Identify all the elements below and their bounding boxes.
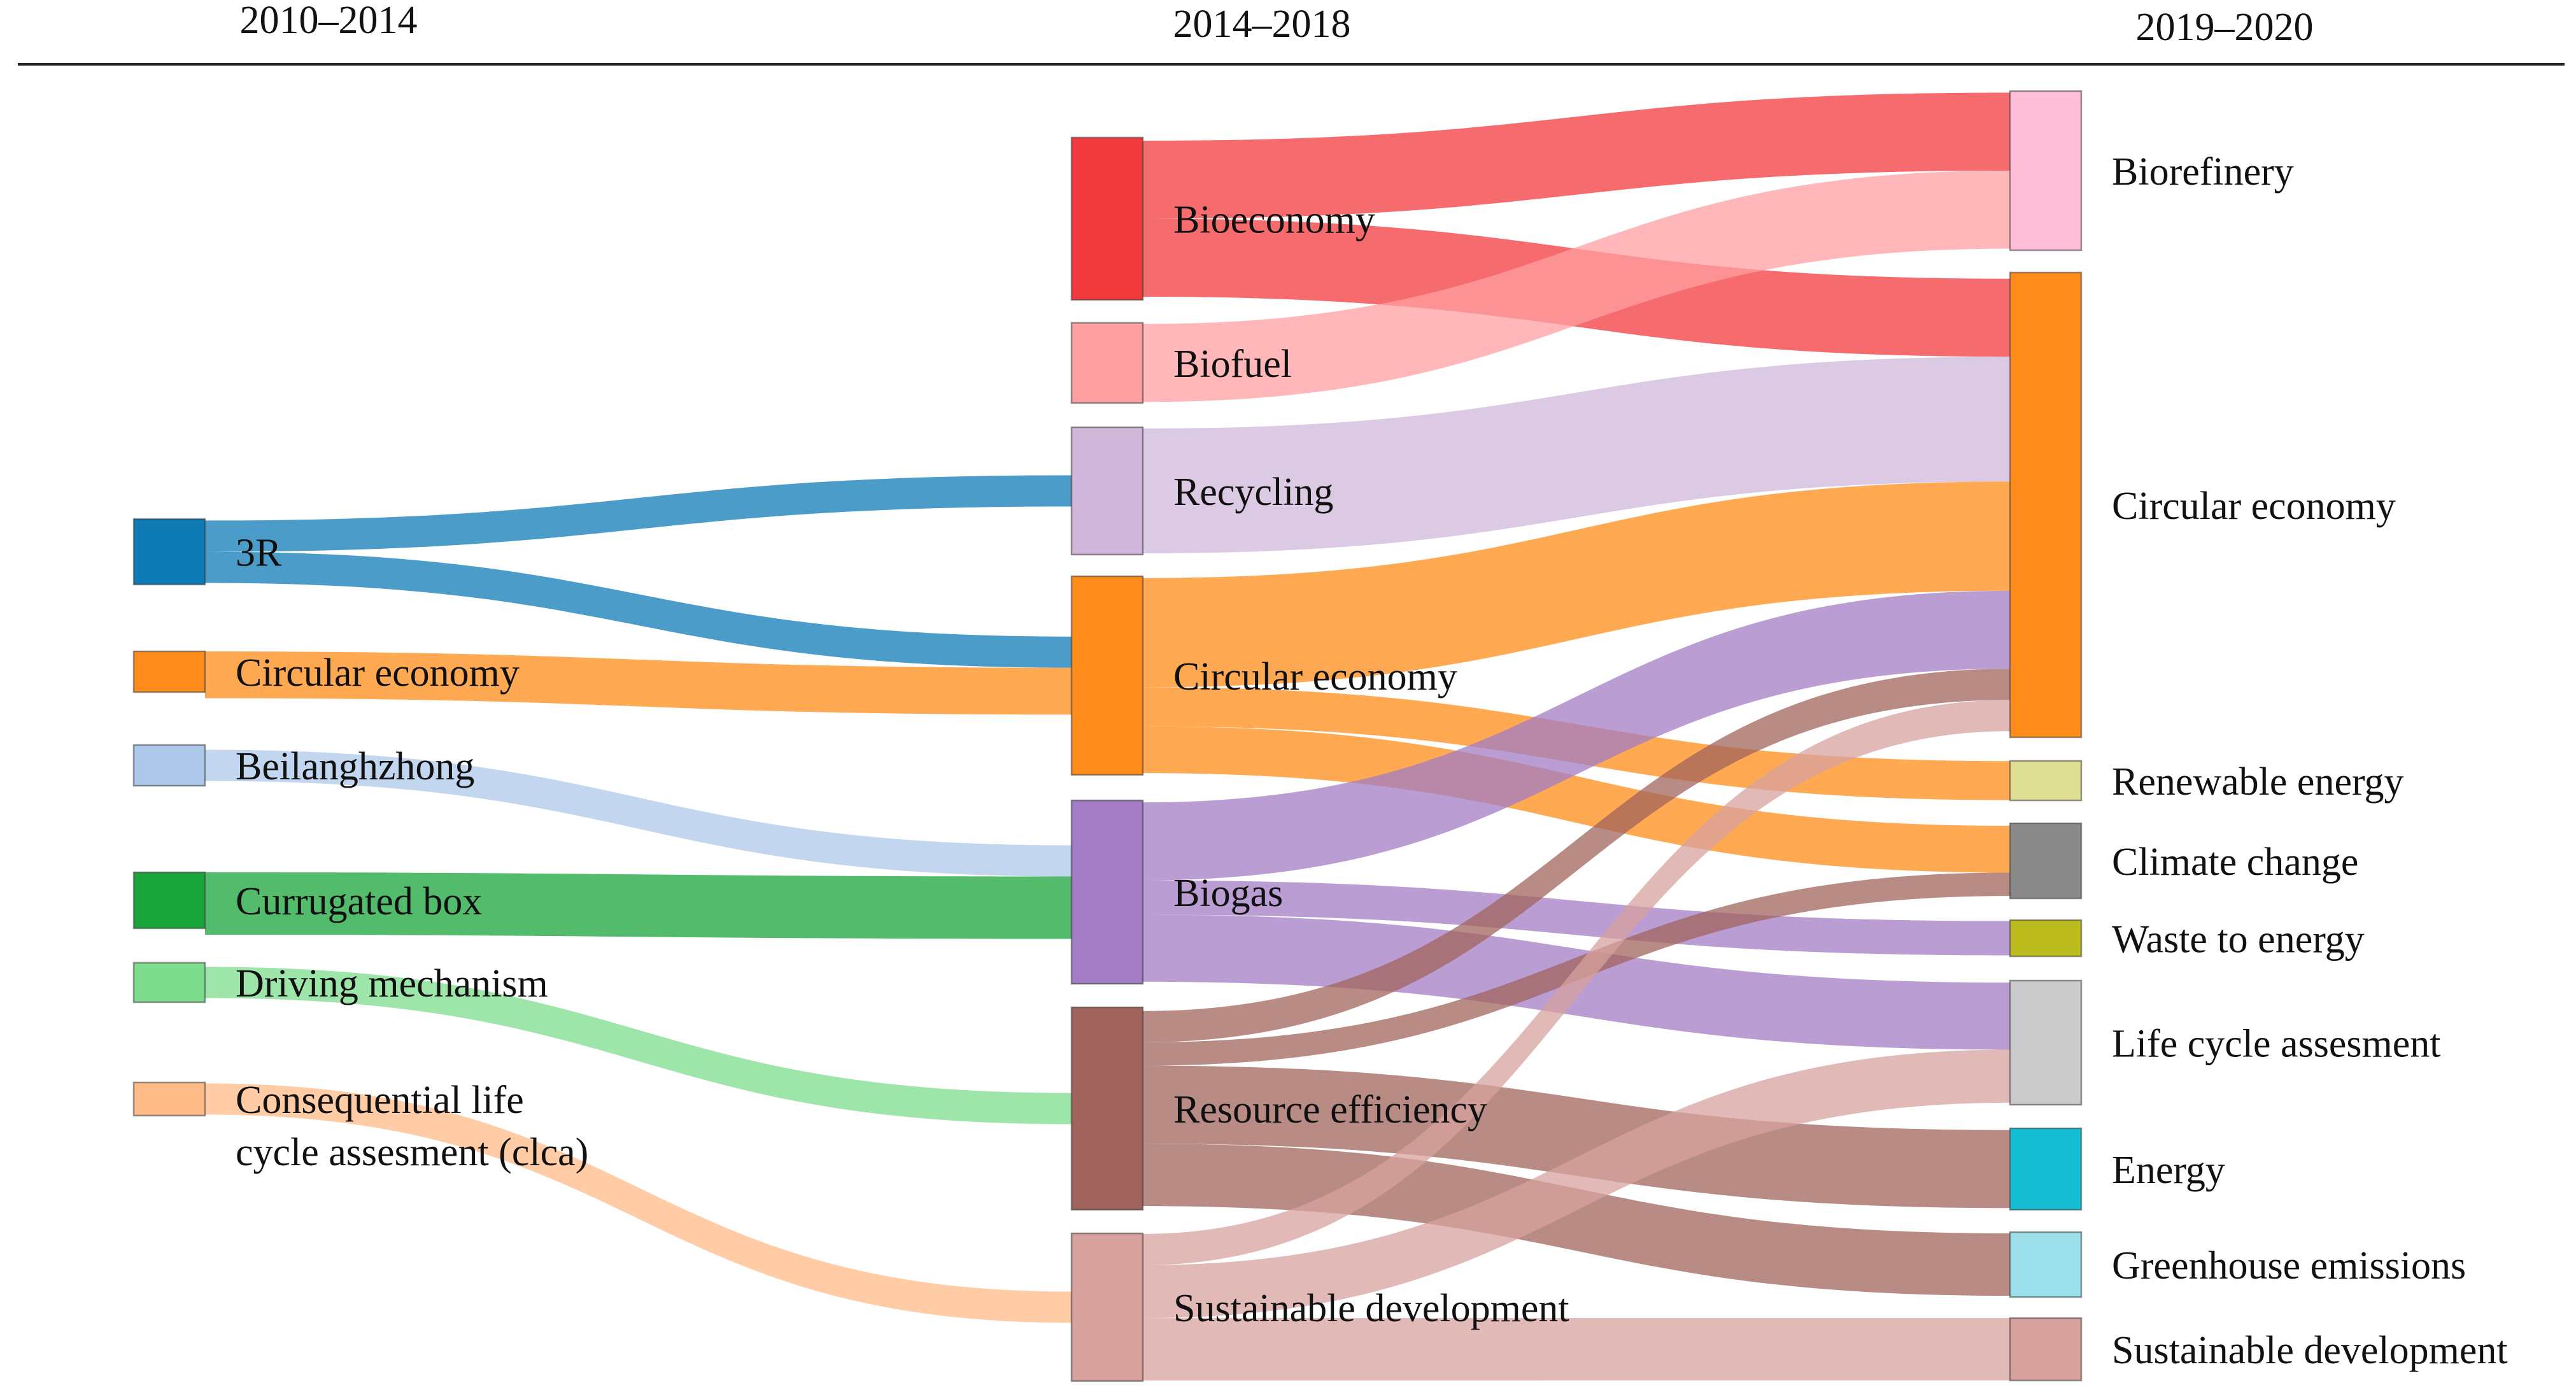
flow-a_3r-to-b_rec: [205, 475, 1072, 552]
flow-b_bg-to-c_ce: [1143, 590, 2010, 881]
node-label-b_bf: Biofuel: [1173, 343, 1292, 386]
node-label-a_3r: 3R: [236, 532, 282, 575]
flow-b_sd-to-c_lca: [1143, 1049, 2010, 1319]
node-label-c_lca: Life cycle assesment: [2112, 1023, 2440, 1066]
node-label-b_rec: Recycling: [1173, 471, 1333, 514]
node-a_ce: [132, 650, 206, 693]
flow-b_re-to-c_en: [1143, 1065, 2010, 1209]
node-b_bg: [1070, 799, 1144, 985]
node-label-c_bref: Biorefinery: [2112, 150, 2294, 194]
flow-a_cb-to-b_bg: [205, 872, 1072, 939]
flow-b_sd-to-c_ce: [1143, 700, 2010, 1265]
flow-b_ce-to-c_cc: [1143, 726, 2010, 873]
node-b_bio: [1070, 136, 1144, 301]
period-label-2014-2018: 2014–2018: [1173, 3, 1351, 46]
node-b_ce: [1070, 575, 1144, 776]
links-layer: [205, 92, 2010, 1381]
node-c_ghg: [2009, 1231, 2083, 1298]
node-c_bref: [2009, 90, 2083, 252]
node-label-line: Consequential life: [236, 1079, 524, 1122]
nodes-layer: [132, 90, 2083, 1382]
node-label-c_ce: Circular economy: [2112, 485, 2396, 528]
node-a_cb: [132, 871, 206, 930]
node-label-c_ghg: Greenhouse emissions: [2112, 1244, 2466, 1287]
node-c_sd: [2009, 1317, 2083, 1382]
flow-b_bio-to-c_bref: [1143, 92, 2010, 219]
node-c_ce: [2009, 271, 2083, 739]
node-label-a_bl: Beilanghzhong: [236, 745, 474, 788]
node-a_3r: [132, 518, 206, 586]
node-c_cc: [2009, 822, 2083, 900]
node-label-line: cycle assesment (clca): [236, 1131, 588, 1174]
node-label-c_ren: Renewable energy: [2112, 760, 2404, 804]
node-c_en: [2009, 1127, 2083, 1211]
node-label-a_dm: Driving mechanism: [236, 962, 548, 1005]
node-label-b_ce: Circular economy: [1173, 655, 1457, 698]
node-label-b_re: Resource efficiency: [1173, 1088, 1487, 1131]
period-label-2019-2020: 2019–2020: [2136, 6, 2314, 49]
node-b_sd: [1070, 1232, 1144, 1382]
node-label-a_ce: Circular economy: [236, 651, 520, 695]
node-a_dm: [132, 961, 206, 1003]
node-c_lca: [2009, 979, 2083, 1106]
node-label-c_en: Energy: [2112, 1149, 2225, 1192]
node-a_bl: [132, 744, 206, 787]
flow-b_sd-to-c_sd: [1143, 1318, 2010, 1381]
node-b_bf: [1070, 322, 1144, 404]
flow-b_bf-to-c_bref: [1143, 171, 2010, 402]
node-label-b_bio: Bioeconomy: [1173, 199, 1375, 242]
node-b_rec: [1070, 426, 1144, 556]
node-label-c_sd: Sustainable development: [2112, 1329, 2508, 1372]
node-label-c_cc: Climate change: [2112, 840, 2358, 884]
period-label-2010-2014: 2010–2014: [240, 0, 418, 42]
node-c_wte: [2009, 919, 2083, 958]
flow-a_3r-to-b_ce: [205, 551, 1072, 668]
flow-a_bl-to-b_bg: [205, 749, 1072, 877]
flow-b_ce-to-c_ce: [1143, 481, 2010, 688]
node-label-b_sd: Sustainable development: [1173, 1287, 1569, 1330]
labels-layer: 3R Circular economy Beilanghzhong Currugate…: [236, 150, 2508, 1372]
node-label-b_bg: Biogas: [1173, 872, 1283, 915]
flow-b_bg-to-c_wte: [1143, 880, 2010, 956]
node-a_clca: [132, 1081, 206, 1117]
flow-a_dm-to-b_re: [205, 967, 1072, 1124]
node-b_re: [1070, 1006, 1144, 1211]
flow-a_ce-to-b_ce: [205, 651, 1072, 715]
node-label-a_cb: Currugated box: [236, 880, 482, 923]
node-c_ren: [2009, 760, 2083, 802]
flow-a_clca-to-b_sd: [205, 1083, 1072, 1323]
node-label-c_wte: Waste to energy: [2112, 918, 2365, 961]
flow-b_rec-to-c_ce: [1143, 357, 2010, 553]
flow-b_re-to-c_ce: [1143, 669, 2010, 1042]
node-label-a_clca: Consequential life cycle assesment (clca): [236, 1079, 588, 1174]
